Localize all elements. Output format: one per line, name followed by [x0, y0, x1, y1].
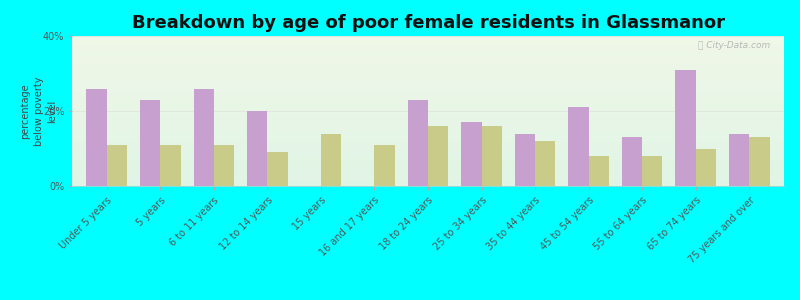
Bar — [461, 122, 482, 186]
Bar — [86, 88, 106, 186]
Bar — [729, 134, 750, 186]
Bar — [321, 134, 342, 186]
Bar — [428, 126, 448, 186]
Bar — [247, 111, 267, 186]
Y-axis label: percentage
below poverty
level: percentage below poverty level — [21, 76, 57, 146]
Bar — [214, 145, 234, 186]
Bar — [750, 137, 770, 186]
Bar — [514, 134, 535, 186]
Bar — [568, 107, 589, 186]
Bar — [482, 126, 502, 186]
Title: Breakdown by age of poor female residents in Glassmanor: Breakdown by age of poor female resident… — [131, 14, 725, 32]
Bar — [589, 156, 609, 186]
Bar — [535, 141, 555, 186]
Bar — [140, 100, 160, 186]
Bar — [696, 148, 716, 186]
Bar — [267, 152, 288, 186]
Bar — [106, 145, 127, 186]
Bar — [675, 70, 696, 186]
Bar — [622, 137, 642, 186]
Bar — [374, 145, 395, 186]
Bar — [194, 88, 214, 186]
Bar — [160, 145, 181, 186]
Text: Ⓢ City-Data.com: Ⓢ City-Data.com — [698, 40, 770, 50]
Bar — [642, 156, 662, 186]
Bar — [408, 100, 428, 186]
